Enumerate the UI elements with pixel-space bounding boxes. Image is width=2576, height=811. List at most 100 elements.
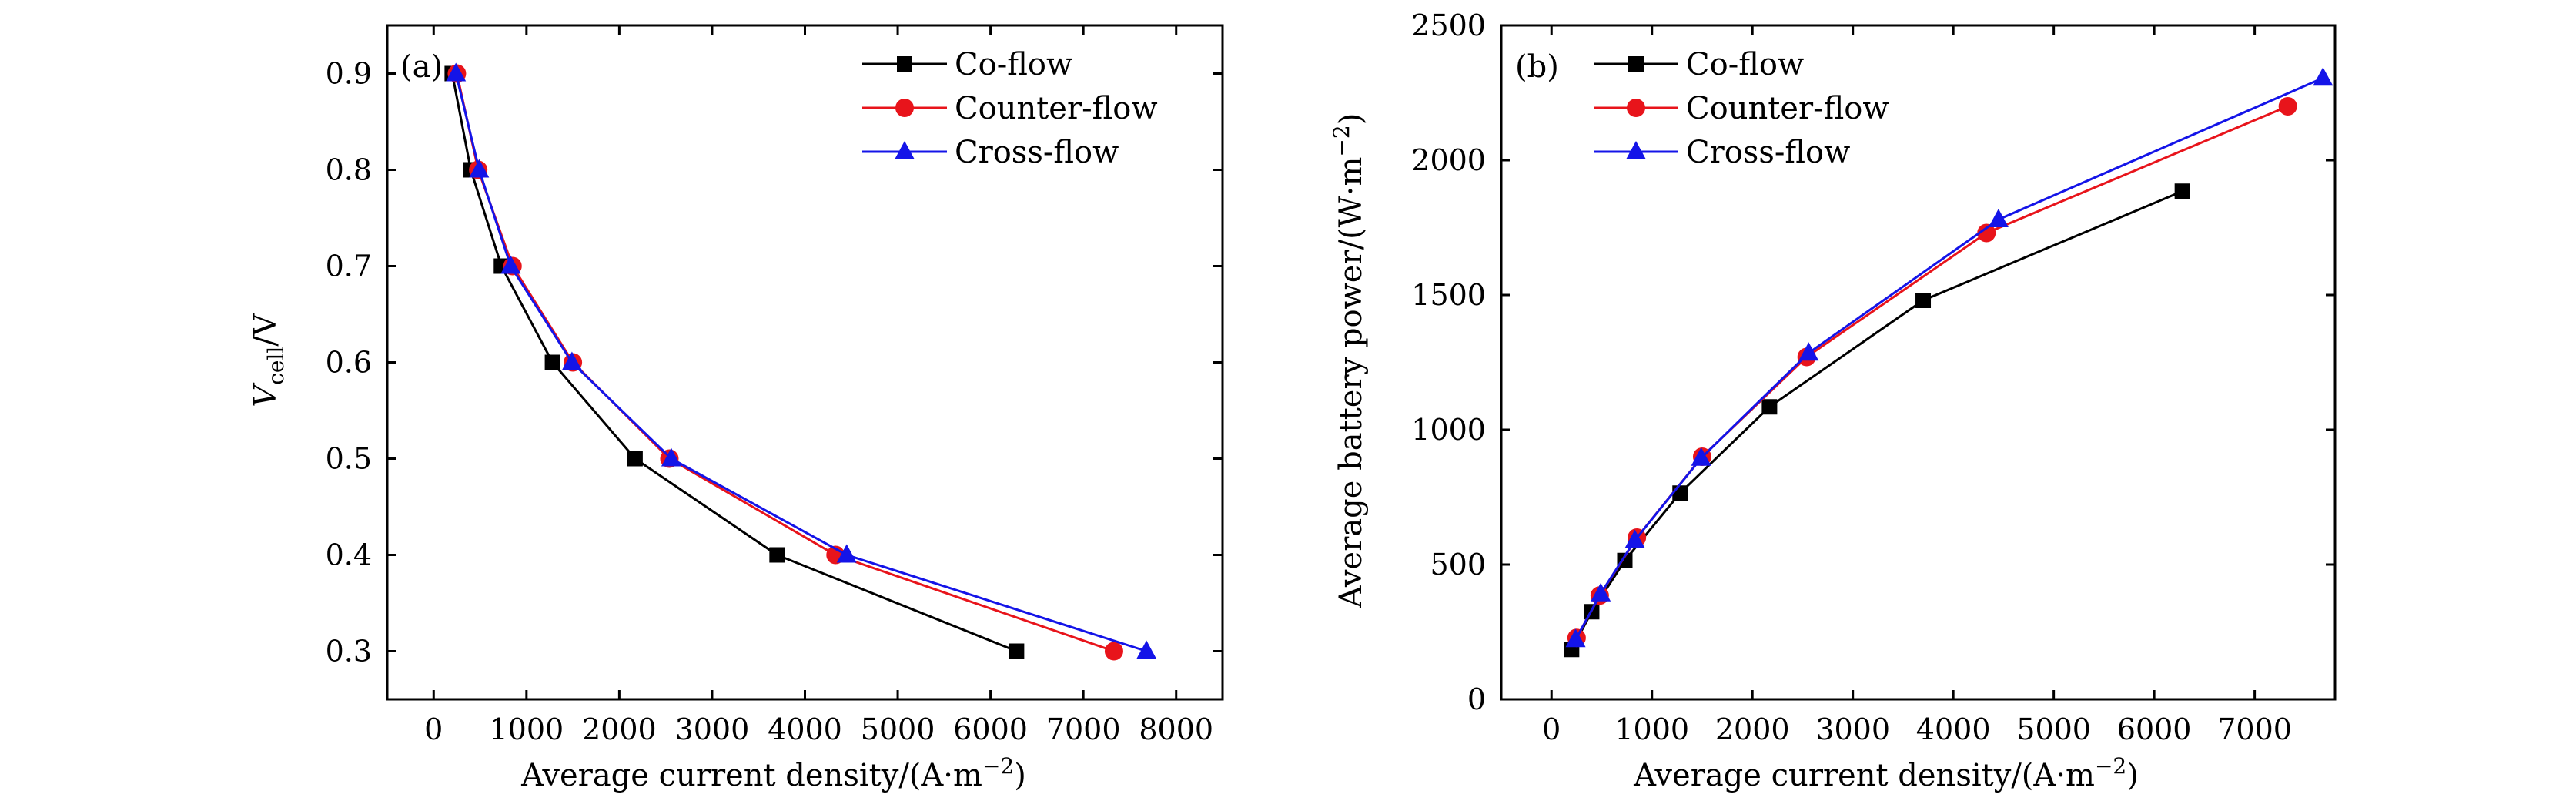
chart-a-ticks: 0 1000 2000 3000 4000 5000 6000 7000 8000 0.3 0.4 0… bbox=[326, 25, 1223, 746]
chart-a-point-cross-flow bbox=[469, 159, 490, 178]
chart-a-point-counter-flow bbox=[1104, 642, 1123, 661]
chart-a-x-tick-label: 3000 bbox=[675, 712, 750, 746]
chart-b-x-tick-label: 3000 bbox=[1815, 712, 1890, 746]
chart-b-x-axis-title-end: ) bbox=[2126, 758, 2139, 793]
chart-b-point-cross-flow bbox=[1691, 447, 1711, 466]
chart-a-series-layer bbox=[444, 62, 1157, 661]
chart-a-legend-label-counter-flow: Counter-flow bbox=[955, 91, 1158, 126]
chart-b-x-tick-label: 0 bbox=[1542, 712, 1561, 746]
chart-a-x-tick-label: 8000 bbox=[1139, 712, 1213, 746]
chart-b-legend-marker-co-flow bbox=[1628, 56, 1644, 72]
chart-a-legend: Co-flow Counter-flow Cross-flow bbox=[862, 47, 1158, 170]
chart-b-y-axis-title-main: Average battery power/(W·m bbox=[1333, 157, 1369, 609]
chart-a-y-tick-label: 0.3 bbox=[326, 635, 372, 669]
chart-a-point-cross-flow bbox=[1136, 640, 1157, 659]
chart-a-point-cross-flow bbox=[836, 544, 857, 563]
chart-a-x-tick-label: 0 bbox=[424, 712, 443, 746]
chart-b-legend-marker-cross-flow bbox=[1626, 141, 1646, 159]
chart-b-y-tick-label: 0 bbox=[1467, 682, 1486, 716]
chart-b-x-axis-title: Average current density/(A·m−2) bbox=[1633, 753, 2139, 793]
chart-a-point-co-flow bbox=[1009, 643, 1025, 659]
chart-b-point-counter-flow bbox=[1977, 223, 1996, 243]
chart-b-y-axis-title-sup: −2 bbox=[1329, 125, 1354, 156]
chart-a-point-co-flow bbox=[627, 451, 643, 467]
chart-b-point-cross-flow bbox=[1798, 342, 1819, 361]
chart-a-y-tick-label: 0.7 bbox=[326, 250, 372, 283]
chart-a-point-cross-flow bbox=[446, 62, 467, 82]
chart-b-legend-item-counter-flow: Counter-flow bbox=[1594, 91, 1889, 126]
chart-a-x-axis-title-main: Average current density/(A·m bbox=[520, 758, 982, 793]
chart-b-point-co-flow bbox=[1672, 485, 1688, 501]
chart-a-point-co-flow bbox=[769, 547, 785, 563]
chart-b-y-axis-title: Average battery power/(W·m−2) bbox=[1329, 113, 1369, 609]
chart-b-y-tick-label: 2500 bbox=[1411, 8, 1486, 42]
chart-a-point-cross-flow bbox=[500, 255, 521, 274]
chart-a-x-axis-title-sup: −2 bbox=[982, 753, 1014, 779]
chart-b-legend-item-cross-flow: Cross-flow bbox=[1594, 135, 1850, 170]
chart-b-legend: Co-flow Counter-flow Cross-flow bbox=[1594, 47, 1889, 170]
chart-b-x-tick-label: 6000 bbox=[2117, 712, 2192, 746]
chart-a-legend-item-co-flow: Co-flow bbox=[862, 47, 1072, 82]
chart-b-y-axis-title-end: ) bbox=[1333, 113, 1369, 126]
chart-b-series-layer bbox=[1564, 67, 2333, 658]
chart-b-point-cross-flow bbox=[1988, 209, 2009, 227]
chart-a-x-tick-label: 1000 bbox=[489, 712, 564, 746]
chart-b-point-co-flow bbox=[1761, 399, 1778, 415]
chart-a-y-axis-title: Vcell/V bbox=[248, 313, 289, 407]
chart-panel-a: 0 1000 2000 3000 4000 5000 6000 7000 8000 0.3 0.4 0… bbox=[248, 24, 1224, 793]
chart-b-point-cross-flow bbox=[2313, 67, 2333, 86]
chart-a-point-cross-flow bbox=[561, 351, 582, 370]
chart-a-x-axis-title: Average current density/(A·m−2) bbox=[520, 753, 1026, 793]
chart-b-y-tick-label: 1500 bbox=[1411, 278, 1486, 312]
chart-b-panel-label: (b) bbox=[1515, 49, 1559, 85]
chart-b-x-axis-title-sup: −2 bbox=[2095, 753, 2126, 779]
chart-b-x-tick-label: 7000 bbox=[2217, 712, 2292, 746]
chart-a-point-co-flow bbox=[544, 354, 560, 370]
chart-a-legend-label-co-flow: Co-flow bbox=[955, 47, 1072, 82]
chart-a-y-tick-label: 0.5 bbox=[326, 442, 372, 476]
chart-a-y-tick-label: 0.6 bbox=[326, 346, 372, 380]
chart-a-x-tick-label: 7000 bbox=[1046, 712, 1121, 746]
chart-b-point-cross-flow bbox=[1565, 628, 1586, 648]
chart-b-x-tick-label: 2000 bbox=[1715, 712, 1790, 746]
chart-a-x-axis-title-end: ) bbox=[1014, 758, 1026, 793]
chart-a-y-axis-title-sub: cell bbox=[263, 347, 289, 385]
chart-b-point-cross-flow bbox=[1591, 582, 1611, 602]
chart-b-legend-item-co-flow: Co-flow bbox=[1594, 47, 1804, 82]
chart-b-x-tick-label: 4000 bbox=[1916, 712, 1991, 746]
chart-a-y-tick-label: 0.8 bbox=[326, 153, 372, 187]
chart-b-x-axis-title-main: Average current density/(A·m bbox=[1633, 758, 2095, 793]
chart-a-legend-item-counter-flow: Counter-flow bbox=[862, 91, 1158, 126]
chart-a-y-tick-label: 0.9 bbox=[326, 57, 372, 91]
chart-a-legend-item-cross-flow: Cross-flow bbox=[862, 135, 1119, 170]
chart-a-legend-marker-cross-flow bbox=[895, 141, 915, 159]
chart-b-y-tick-label: 500 bbox=[1430, 548, 1486, 581]
chart-a-plot-frame bbox=[386, 24, 1224, 701]
chart-a-point-cross-flow bbox=[661, 447, 681, 467]
chart-a-x-tick-label: 5000 bbox=[861, 712, 935, 746]
chart-b-legend-label-cross-flow: Cross-flow bbox=[1686, 135, 1850, 170]
chart-b-plot-frame bbox=[1500, 24, 2337, 701]
chart-b-x-tick-label: 1000 bbox=[1614, 712, 1689, 746]
chart-a-y-axis-title-main: V bbox=[248, 382, 283, 407]
chart-a-y-axis-title-end: /V bbox=[248, 313, 283, 346]
chart-b-point-co-flow bbox=[1915, 293, 1932, 308]
chart-a-legend-label-cross-flow: Cross-flow bbox=[955, 135, 1119, 170]
chart-b-point-co-flow bbox=[2174, 183, 2190, 199]
chart-b-point-cross-flow bbox=[1624, 529, 1645, 548]
chart-a-y-tick-label: 0.4 bbox=[326, 538, 372, 572]
chart-a-x-tick-label: 4000 bbox=[768, 712, 842, 746]
chart-a-panel-label: (a) bbox=[400, 49, 443, 85]
chart-panel-b: 0 1000 2000 3000 4000 5000 6000 7000 0 500 1000 150… bbox=[1329, 8, 2337, 793]
chart-b-point-counter-flow bbox=[2278, 97, 2297, 116]
chart-b-y-tick-label: 2000 bbox=[1411, 143, 1486, 177]
chart-b-legend-label-counter-flow: Counter-flow bbox=[1686, 91, 1889, 126]
chart-b-legend-marker-counter-flow bbox=[1627, 99, 1645, 117]
chart-b-line-co-flow bbox=[1571, 189, 2183, 650]
chart-a-x-tick-label: 6000 bbox=[953, 712, 1028, 746]
chart-b-legend-label-co-flow: Co-flow bbox=[1686, 47, 1804, 82]
chart-a-legend-marker-co-flow bbox=[897, 56, 912, 72]
chart-a-line-co-flow bbox=[450, 73, 1017, 652]
chart-b-x-tick-label: 5000 bbox=[2016, 712, 2091, 746]
